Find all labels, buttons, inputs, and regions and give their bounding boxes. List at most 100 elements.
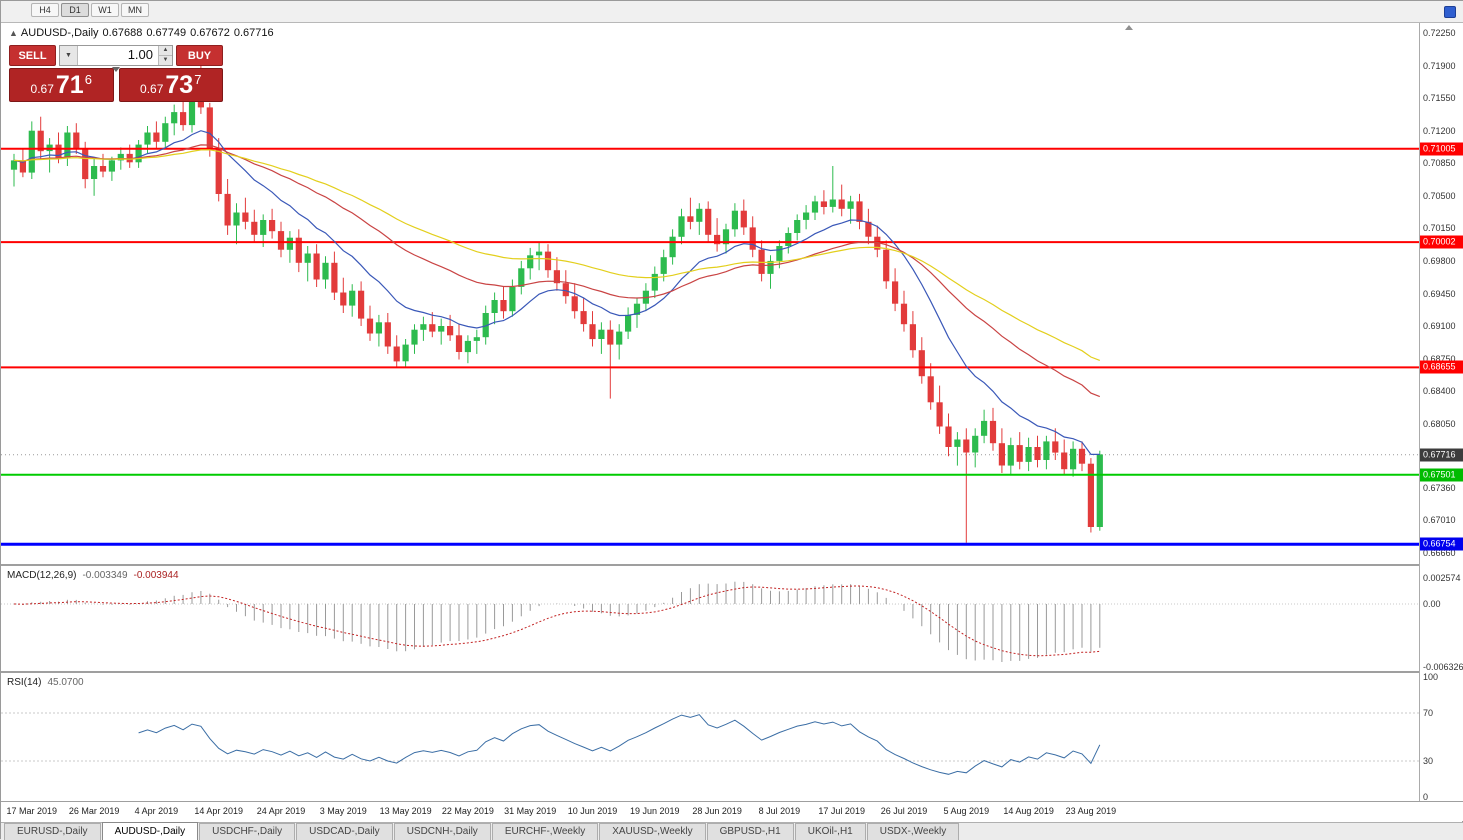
sell-price-big: 71 (55, 71, 84, 99)
date-axis-label: 26 Mar 2019 (68, 806, 120, 816)
volume-stepper: ▲ ▼ (158, 46, 172, 65)
spread-marker-icon (112, 67, 120, 72)
macd-svg[interactable] (1, 566, 1420, 671)
price-axis-label: 0.71550 (1423, 93, 1456, 104)
macd-label: MACD(12,26,9) -0.003349 -0.003944 (7, 570, 179, 581)
time-axis[interactable]: 17 Mar 2019 26 Mar 2019 4 Apr 2019 14 Apr 2… (1, 801, 1463, 821)
price-axis-label: 0.71200 (1423, 125, 1456, 136)
scroll-to-end-icon[interactable] (1125, 25, 1133, 30)
chart-tab-usdchf[interactable]: USDCHF-,Daily (199, 823, 296, 840)
volume-dropdown-icon[interactable]: ▼ (60, 46, 78, 65)
macd-indicator-panel[interactable] (1, 566, 1420, 671)
rsi-scale-label: 100 (1423, 672, 1439, 682)
macd-name: MACD(12,26,9) (7, 570, 77, 581)
chart-tab-eurusd[interactable]: EURUSD-,Daily (4, 823, 101, 840)
sell-price-panel[interactable]: 0.67 71 6 (9, 68, 114, 102)
ohlc-high: 0.67749 (146, 27, 187, 39)
date-axis-label: 3 May 2019 (319, 806, 367, 816)
rsi-scale-label: 0 (1423, 792, 1429, 802)
timeframe-button-d1[interactable]: D1 (61, 3, 89, 17)
price-axis-label: 0.72250 (1423, 28, 1456, 38)
chart-window[interactable]: 0.72250 0.71900 0.71550 0.71200 0.70850 0.705… (1, 23, 1463, 821)
price-axis[interactable]: 0.72250 0.71900 0.71550 0.71200 0.70850 0.705… (1420, 23, 1463, 802)
price-axis-label: 0.66660 (1423, 548, 1456, 558)
macd-scale-bottom: -0.006326 (1423, 661, 1463, 672)
chart-tab-usdcnh[interactable]: USDCNH-,Daily (393, 823, 491, 840)
chart-ohlc-header: ▲ AUDUSD-,Daily 0.67688 0.67749 0.67672 0.677… (9, 27, 278, 39)
candlestick-svg[interactable] (1, 23, 1420, 564)
price-axis-label: 0.71900 (1423, 60, 1456, 71)
price-level-tag: 0.70002 (1420, 235, 1463, 249)
date-axis-label: 14 Apr 2019 (194, 806, 243, 816)
sell-button[interactable]: SELL (9, 45, 56, 66)
chart-tab-usdcad[interactable]: USDCAD-,Daily (296, 823, 393, 840)
date-axis-label: 14 Aug 2019 (1003, 806, 1054, 816)
date-axis-label: 10 Jun 2019 (567, 806, 618, 816)
price-axis-label: 0.67360 (1423, 482, 1456, 493)
date-axis-label: 17 Jul 2019 (818, 806, 865, 816)
macd-value-signal: -0.003944 (133, 570, 179, 581)
volume-down-icon[interactable]: ▼ (159, 56, 172, 65)
timeframe-button-h4[interactable]: H4 (31, 3, 59, 17)
one-click-collapse-icon[interactable]: ▲ (9, 28, 18, 38)
date-axis-label: 17 Mar 2019 (6, 806, 58, 816)
macd-value-main: -0.003349 (82, 570, 128, 581)
date-axis-label: 22 May 2019 (441, 806, 494, 816)
macd-scale-zero: 0.00 (1423, 599, 1441, 609)
one-click-trading-widget: SELL ▼ 1.00 ▲ ▼ BUY 0.67 71 6 (9, 45, 223, 102)
volume-input[interactable]: 1.00 (127, 47, 153, 62)
date-axis-label: 28 Jun 2019 (692, 806, 742, 816)
chart-tab-bar: EURUSD-,Daily AUDUSD-,Daily USDCHF-,Daily U… (1, 822, 1463, 840)
chart-tab-audusd[interactable]: AUDUSD-,Daily (101, 822, 199, 840)
buy-button[interactable]: BUY (176, 45, 223, 66)
date-axis-label: 23 Aug 2019 (1065, 806, 1117, 816)
chart-tab-gbpusd[interactable]: GBPUSD-,H1 (706, 823, 794, 840)
chart-symbol-period: AUDUSD-,Daily (20, 27, 99, 39)
rsi-scale-label: 70 (1423, 708, 1434, 718)
price-axis-label: 0.68050 (1423, 418, 1456, 429)
chart-tab-eurchf[interactable]: EURCHF-,Weekly (491, 823, 599, 840)
price-axis-label: 0.68400 (1423, 386, 1456, 397)
volume-combo: ▼ 1.00 ▲ ▼ (59, 45, 173, 66)
price-level-tag: 0.67501 (1420, 468, 1463, 482)
timeframe-button-mn[interactable]: MN (121, 3, 149, 17)
chart-tab-ukoil[interactable]: UKOil-,H1 (794, 823, 866, 840)
chart-tab-usdx[interactable]: USDX-,Weekly (866, 823, 960, 840)
candlestick-chart[interactable] (1, 23, 1420, 564)
rsi-scale-label: 30 (1423, 756, 1434, 766)
timeframe-toolbar: H4 D1 W1 MN (1, 1, 1463, 23)
rsi-svg[interactable] (1, 673, 1420, 801)
price-level-tag: 0.68655 (1420, 360, 1463, 374)
price-axis-label: 0.70850 (1423, 158, 1456, 169)
buy-price-big: 73 (165, 71, 194, 99)
date-axis-label: 8 Jul 2019 (758, 806, 801, 816)
price-axis-label: 0.67010 (1423, 515, 1456, 526)
volume-up-icon[interactable]: ▲ (159, 46, 172, 56)
sell-price-sup: 6 (84, 72, 92, 87)
rsi-value: 45.0700 (47, 677, 84, 688)
current-price-tag: 0.67716 (1420, 448, 1463, 462)
panel-divider[interactable] (1, 564, 1463, 566)
date-axis-label: 26 Jul 2019 (880, 806, 928, 816)
price-axis-border (1419, 23, 1420, 801)
date-axis-label: 31 May 2019 (504, 806, 557, 816)
price-axis-label: 0.69800 (1423, 255, 1456, 266)
timeframe-button-w1[interactable]: W1 (91, 3, 119, 17)
buy-price-panel[interactable]: 0.67 73 7 (118, 68, 223, 102)
buy-price-sup: 7 (194, 72, 202, 87)
toolbar-corner-icon[interactable] (1444, 6, 1456, 18)
chart-tab-xauusd[interactable]: XAUUSD-,Weekly (599, 823, 706, 840)
rsi-label: RSI(14) 45.0700 (7, 677, 84, 688)
date-axis-label: 5 Aug 2019 (943, 806, 990, 816)
price-axis-label: 0.69450 (1423, 288, 1456, 299)
date-axis-label: 19 Jun 2019 (630, 806, 680, 816)
panel-divider[interactable] (1, 671, 1463, 673)
price-axis-label: 0.68750 (1423, 353, 1456, 364)
date-axis-label: 24 Apr 2019 (256, 806, 306, 816)
timeframe-button-group: H4 D1 W1 MN (31, 3, 149, 17)
rsi-indicator-panel[interactable] (1, 673, 1420, 801)
sell-price-prefix: 0.67 (30, 82, 54, 96)
buy-price-prefix: 0.67 (140, 82, 164, 96)
price-axis-label: 0.69100 (1423, 321, 1456, 331)
